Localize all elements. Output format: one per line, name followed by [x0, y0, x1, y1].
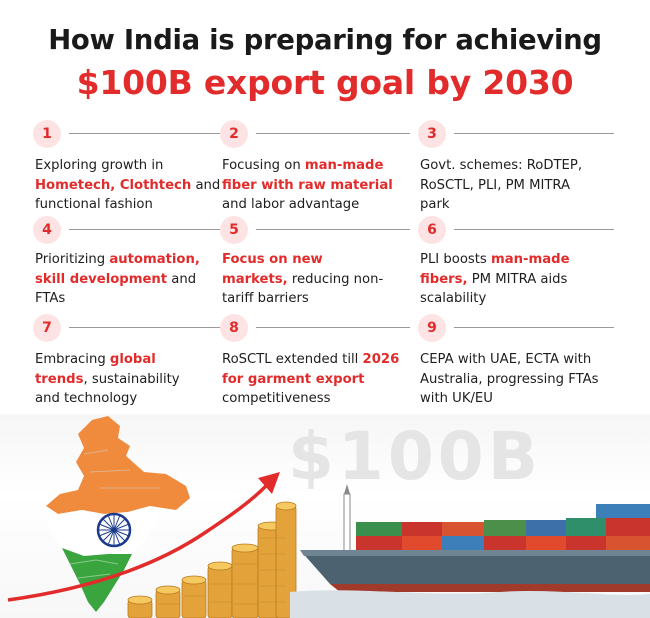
divider-line: [69, 327, 223, 328]
body-text: and functional fashion: [35, 177, 221, 213]
body-text: reducing non-tariff barriers: [222, 271, 384, 307]
body-text: RoSCTL extended till: [222, 352, 363, 367]
cell-description: Exploring growth in Hometech, Clothtech …: [35, 156, 225, 215]
cell-description: PLI boosts man-made fibers, PM MITRA aid…: [420, 250, 592, 309]
divider-line: [454, 327, 614, 328]
divider-line: [256, 133, 410, 134]
highlight-text: 2026 for garment export: [222, 352, 400, 387]
body-text: PLI boosts: [420, 252, 491, 267]
cell-description: Focus on new markets, reducing non-tarif…: [222, 250, 388, 309]
cargo-ship-icon: [290, 484, 650, 618]
divider-line: [69, 229, 223, 230]
highlight-text: man-made fibers,: [420, 252, 570, 287]
highlight-text: Hometech, Clothtech: [35, 177, 192, 193]
headline-line-1: How India is preparing for achieving: [48, 24, 602, 56]
number-badge: 3: [418, 120, 446, 148]
body-text: Focusing on: [222, 158, 305, 173]
body-text: competitiveness: [222, 391, 331, 406]
body-text: Exploring growth in: [35, 158, 164, 173]
number-badge: 2: [220, 120, 248, 148]
cell-description: Focusing on man-made fiber with raw mate…: [222, 156, 412, 215]
number-badge: 1: [33, 120, 61, 148]
number-badge: 5: [220, 216, 248, 244]
highlight-text: automation, skill development: [35, 252, 200, 287]
body-text: and FTAs: [35, 271, 197, 307]
number-badge: 6: [418, 216, 446, 244]
number-badge: 8: [220, 314, 248, 342]
highlight-text: Focus on new markets,: [222, 252, 323, 287]
number-badge: 7: [33, 314, 61, 342]
divider-line: [256, 327, 410, 328]
watermark-amount: $100B: [288, 418, 542, 495]
headline-line-2: $100B export goal by 2030: [76, 63, 574, 102]
number-badge: 4: [33, 216, 61, 244]
body-text: Embracing: [35, 352, 110, 367]
divider-line: [256, 229, 410, 230]
cell-description: CEPA with UAE, ECTA with Australia, prog…: [420, 350, 616, 409]
export-growth-illustration: [7, 416, 650, 618]
cell-description: RoSCTL extended till 2026 for garment ex…: [222, 350, 400, 409]
highlight-text: man-made fiber with raw material: [222, 158, 393, 193]
india-map-icon: [46, 416, 190, 612]
highlight-text: global trends: [35, 352, 156, 387]
cell-description: Govt. schemes: RoDTEP, RoSCTL, PLI, PM M…: [420, 156, 600, 215]
divider-line: [454, 229, 614, 230]
cell-description: Prioritizing automation, skill developme…: [35, 250, 221, 309]
divider-line: [454, 133, 614, 134]
number-badge: 9: [418, 314, 446, 342]
body-text: , sustainability and technology: [35, 371, 180, 407]
growth-arrow-icon: [7, 472, 280, 602]
cell-description: Embracing global trends, sustainability …: [35, 350, 195, 409]
divider-line: [69, 133, 223, 134]
body-text: PM MITRA aids scalability: [420, 271, 568, 307]
body-text: Govt. schemes: RoDTEP, RoSCTL, PLI, PM M…: [420, 158, 583, 212]
body-text: and labor advantage: [222, 197, 360, 212]
body-text: CEPA with UAE, ECTA with Australia, prog…: [420, 352, 599, 406]
body-text: Prioritizing: [35, 252, 110, 267]
